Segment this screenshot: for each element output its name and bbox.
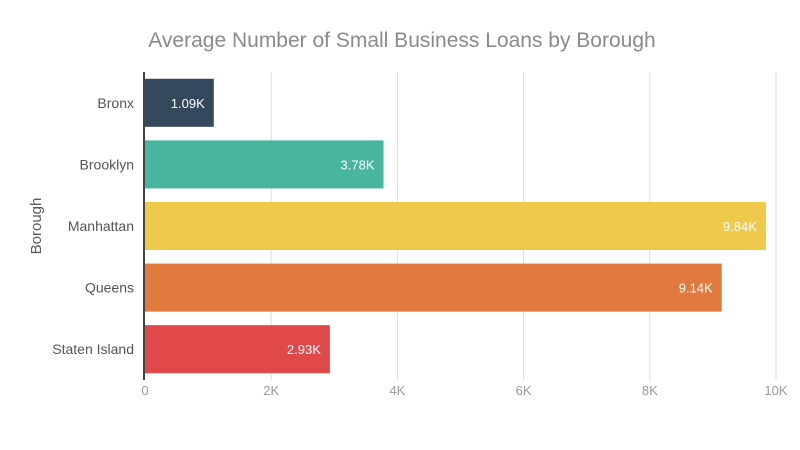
bar-value-label: 1.09K	[171, 96, 205, 111]
category-label: Staten Island	[52, 341, 134, 357]
category-label: Queens	[85, 280, 134, 296]
category-label: Manhattan	[68, 218, 134, 234]
bar-value-label: 3.78K	[341, 157, 375, 172]
bar	[145, 78, 214, 127]
bar	[145, 201, 766, 251]
x-tick-label: 10K	[764, 383, 787, 398]
x-tick-label: 8K	[642, 383, 658, 398]
x-tick-label: 2K	[263, 383, 279, 398]
bars	[145, 78, 766, 374]
bar	[145, 263, 722, 312]
bar-value-label: 2.93K	[287, 342, 321, 357]
bar	[145, 325, 330, 374]
labels: 0 2K 4K 6K 8K 10K Bronx 1.09K Brooklyn 3.78K Manha…	[52, 95, 788, 398]
bar	[145, 140, 384, 189]
x-tick-label: 4K	[389, 383, 405, 398]
y-axis-label: Borough	[28, 198, 45, 255]
chart-title: Average Number of Small Business Loans b…	[148, 29, 655, 52]
x-tick-label: 6K	[516, 383, 532, 398]
bar-value-label: 9.84K	[723, 219, 757, 234]
category-label: Brooklyn	[80, 156, 134, 172]
bar-value-label: 9.14K	[679, 281, 713, 296]
x-tick-label: 0	[141, 383, 148, 398]
category-label: Bronx	[97, 95, 134, 111]
